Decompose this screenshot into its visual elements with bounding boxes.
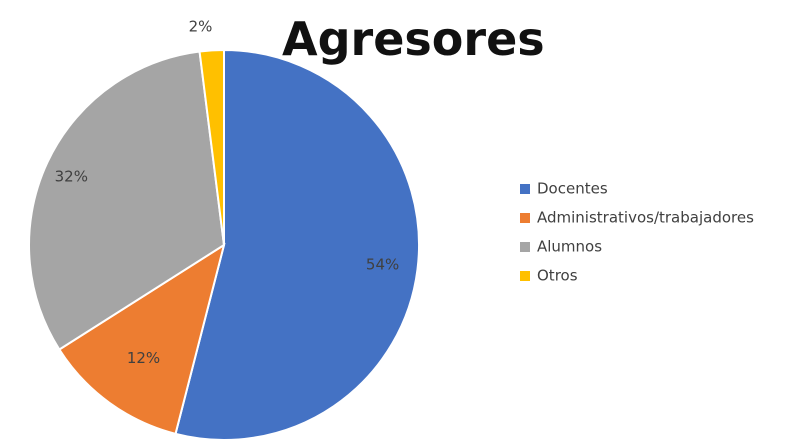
data-label-docentes: 54% bbox=[366, 256, 399, 274]
pie-slice-administrativos-trabajadores bbox=[57, 242, 226, 436]
pie-slice-otros bbox=[198, 48, 225, 246]
legend-label-docentes: Docentes bbox=[537, 180, 608, 198]
data-label-administrativos-trabajadores: 12% bbox=[127, 349, 160, 367]
legend-label-otros: Otros bbox=[537, 267, 578, 285]
pie-slice-alumnos bbox=[28, 50, 226, 351]
legend: Docentes Administrativos/trabajadores Alum… bbox=[520, 180, 754, 285]
data-label-otros: 2% bbox=[189, 17, 213, 35]
legend-label-alumnos: Alumnos bbox=[537, 238, 602, 256]
legend-swatch-alumnos bbox=[520, 242, 530, 252]
legend-swatch-docentes bbox=[520, 184, 530, 194]
legend-label-administrativos-trabajadores: Administrativos/trabajadores bbox=[537, 209, 754, 227]
pie-slices bbox=[28, 48, 420, 441]
legend-swatch-otros bbox=[520, 271, 530, 281]
chart-title: Agresores bbox=[282, 12, 545, 66]
pie-slice-docentes bbox=[174, 48, 420, 441]
data-label-alumnos: 32% bbox=[55, 167, 88, 185]
legend-swatch-administrativos-trabajadores bbox=[520, 213, 530, 223]
pie-slice-labels: 54% 12% 32% 2% bbox=[55, 17, 400, 367]
